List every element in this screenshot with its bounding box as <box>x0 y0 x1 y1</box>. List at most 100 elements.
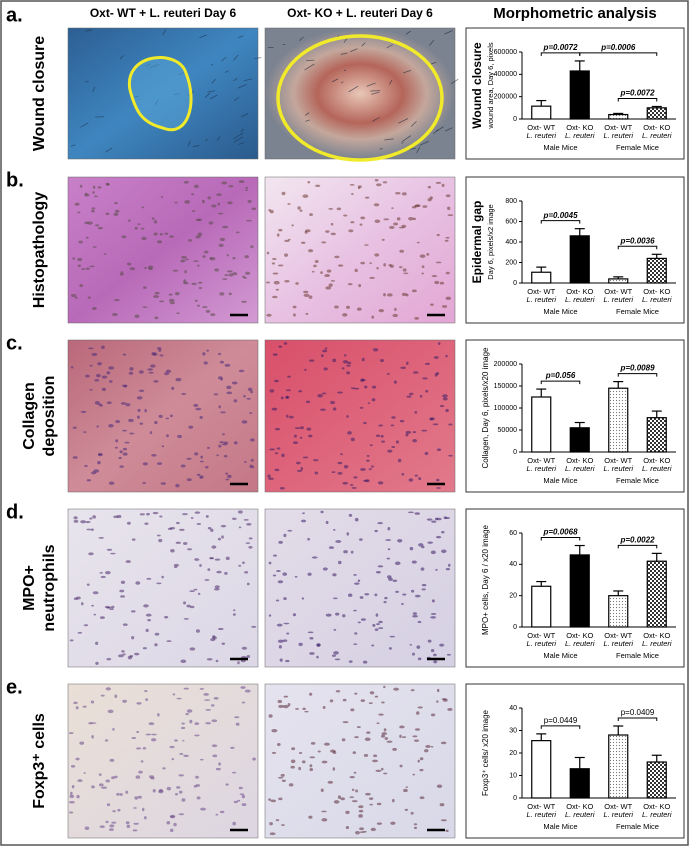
texture <box>131 736 137 739</box>
texture <box>73 701 78 705</box>
texture <box>202 255 206 258</box>
texture <box>213 393 219 396</box>
texture <box>421 588 426 591</box>
texture <box>144 266 147 270</box>
texture <box>422 377 428 380</box>
texture <box>91 207 96 210</box>
texture <box>329 699 334 703</box>
texture <box>206 349 209 352</box>
texture <box>251 207 257 210</box>
group-label: Female Mice <box>616 651 659 660</box>
texture <box>150 364 156 368</box>
texture <box>215 767 221 771</box>
texture <box>117 654 124 658</box>
x-tick-sublabel: L. reuteri <box>526 639 556 648</box>
y-tick-label: 0 <box>513 624 517 631</box>
y-tick-label: 150000 <box>494 383 517 390</box>
texture <box>374 179 379 182</box>
texture <box>181 513 188 516</box>
texture <box>189 590 195 593</box>
texture <box>409 147 416 150</box>
significance-bracket <box>617 97 658 102</box>
texture <box>427 639 432 643</box>
texture <box>151 217 155 220</box>
texture <box>138 770 143 774</box>
texture <box>97 186 102 189</box>
texture <box>77 257 83 262</box>
texture <box>314 260 319 264</box>
texture <box>240 128 244 133</box>
texture <box>90 471 97 475</box>
texture <box>281 453 285 458</box>
texture <box>128 371 134 375</box>
texture <box>286 632 290 635</box>
texture <box>140 760 144 763</box>
texture <box>393 687 400 691</box>
p-value: p=0.0006 <box>600 43 636 52</box>
texture <box>70 765 76 768</box>
texture <box>234 716 240 719</box>
texture <box>165 369 172 374</box>
texture <box>139 422 144 425</box>
texture <box>244 189 249 192</box>
texture <box>187 548 192 551</box>
texture <box>197 281 203 284</box>
texture <box>240 113 249 118</box>
texture <box>359 827 364 831</box>
texture <box>333 651 339 655</box>
texture <box>220 524 227 528</box>
texture <box>159 300 165 303</box>
significance-bracket <box>540 725 581 729</box>
texture <box>104 605 111 609</box>
texture <box>99 571 103 574</box>
wound-outline <box>128 56 193 132</box>
texture <box>387 575 392 579</box>
texture <box>348 85 359 93</box>
texture <box>83 624 89 627</box>
texture <box>377 522 383 525</box>
texture <box>309 652 315 655</box>
texture <box>305 119 310 122</box>
texture <box>134 796 139 800</box>
texture <box>380 434 384 438</box>
x-tick-sublabel: L. reuteri <box>526 810 556 819</box>
texture <box>156 240 163 244</box>
texture <box>399 266 403 269</box>
texture <box>331 471 336 474</box>
texture <box>190 517 194 519</box>
texture <box>151 454 157 457</box>
texture <box>165 417 170 420</box>
texture <box>207 527 212 530</box>
texture <box>152 511 159 515</box>
texture <box>309 764 313 768</box>
texture <box>70 293 77 298</box>
texture <box>383 728 387 732</box>
texture <box>394 561 401 566</box>
texture <box>298 752 303 754</box>
x-tick-label: Oxt- WT <box>604 631 632 640</box>
x-tick-sublabel: L. reuteri <box>603 131 633 140</box>
texture <box>311 556 318 559</box>
texture <box>171 386 175 391</box>
x-tick-sublabel: L. reuteri <box>603 464 633 473</box>
texture <box>174 201 178 204</box>
texture <box>349 776 355 779</box>
texture <box>305 400 311 404</box>
texture <box>391 416 396 419</box>
texture <box>204 138 208 142</box>
y-tick-label: 0 <box>513 116 517 123</box>
texture <box>332 407 337 411</box>
texture <box>131 636 135 640</box>
texture <box>133 807 137 809</box>
texture <box>396 217 401 221</box>
texture <box>166 640 172 643</box>
texture <box>320 510 324 514</box>
texture <box>422 205 428 208</box>
texture <box>408 217 414 221</box>
y-tick-label: 40 <box>509 561 517 568</box>
texture <box>108 366 115 370</box>
texture <box>127 655 132 660</box>
texture <box>268 561 272 565</box>
texture <box>78 240 83 244</box>
texture <box>271 751 277 754</box>
